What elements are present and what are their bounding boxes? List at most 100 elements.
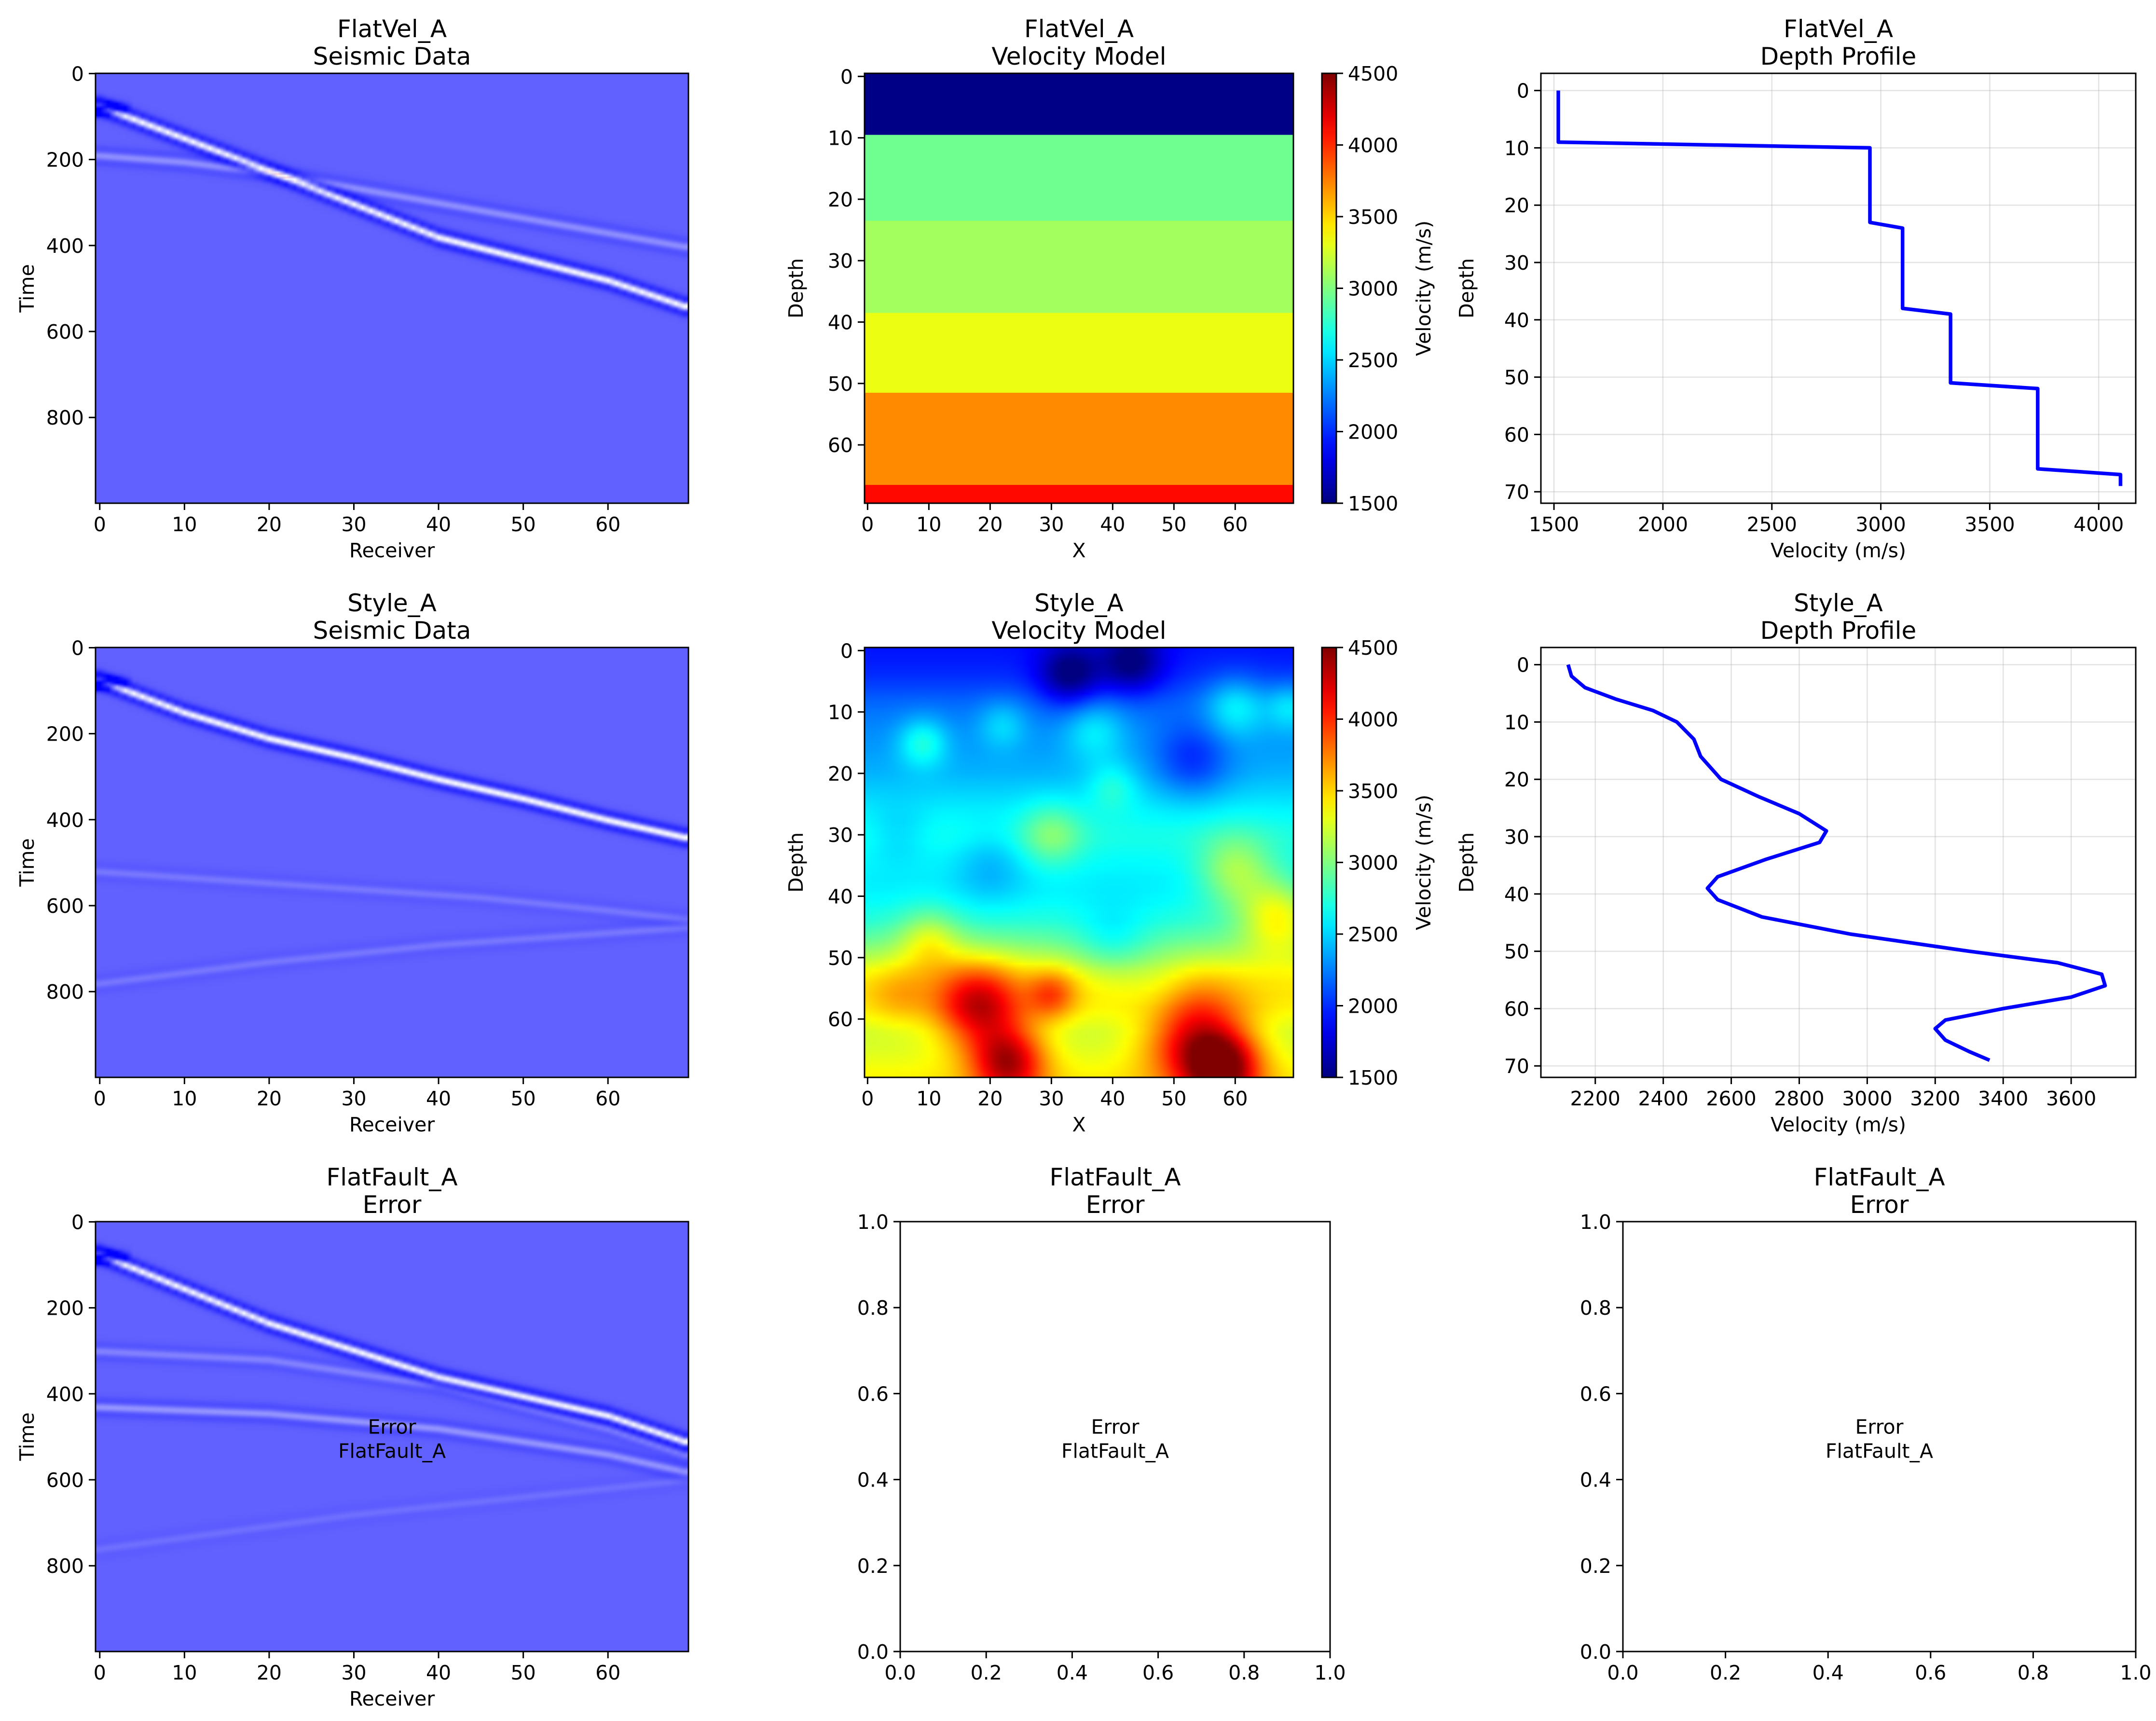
error-annotation-line2: FlatFault_A bbox=[1061, 1440, 1169, 1463]
y-tick-label: 40 bbox=[1504, 309, 1529, 332]
error-annotation-line2: FlatFault_A bbox=[338, 1440, 446, 1463]
colorbar-tick-label: 3000 bbox=[1348, 277, 1398, 301]
seismic-image bbox=[96, 73, 688, 503]
y-tick-label: 0 bbox=[71, 1211, 84, 1234]
x-tick-label: 30 bbox=[341, 1087, 366, 1110]
axes-frame bbox=[864, 647, 1294, 1078]
x-tick-label: 0.8 bbox=[2018, 1661, 2049, 1684]
x-tick-label: 0.8 bbox=[1228, 1661, 1260, 1684]
y-tick-label: 200 bbox=[46, 149, 84, 172]
x-tick-label: 3000 bbox=[1842, 1087, 1892, 1110]
colorbar-tick-label: 3500 bbox=[1348, 206, 1398, 229]
panel-title-line2: Error bbox=[1850, 1191, 1909, 1219]
y-tick-label: 400 bbox=[46, 234, 84, 258]
x-tick-label: 40 bbox=[1100, 1087, 1125, 1110]
y-tick-label: 30 bbox=[1504, 826, 1529, 849]
panel-title-line2: Seismic Data bbox=[313, 42, 471, 70]
x-axis-label: X bbox=[1072, 1113, 1085, 1136]
seismic-image bbox=[96, 1222, 688, 1652]
x-tick-label: 2400 bbox=[1638, 1087, 1688, 1110]
panel-title-line2: Error bbox=[363, 1191, 422, 1219]
x-tick-label: 10 bbox=[172, 1087, 197, 1110]
x-tick-label: 0.2 bbox=[1710, 1661, 1741, 1684]
x-tick-label: 50 bbox=[1161, 513, 1186, 536]
axes-frame bbox=[95, 72, 689, 504]
x-axis-label: Receiver bbox=[349, 1113, 435, 1136]
axes-flatvel-profile: 1500 2000 2500 3000 3500 4000 0 10 20 30 40 50 60 70 V… bbox=[1455, 72, 2137, 562]
panel-title-line1: FlatFault_A bbox=[1049, 1163, 1181, 1191]
y-tick-label: 50 bbox=[828, 372, 853, 396]
x-tick-label: 0.6 bbox=[1915, 1661, 1946, 1684]
axes-style-velocity: 0 10 20 30 40 50 60 0 10 20 30 40 50 60 X Depth bbox=[784, 639, 1294, 1136]
y-tick-label: 800 bbox=[46, 1555, 84, 1578]
x-tick-label: 0.4 bbox=[1057, 1661, 1088, 1684]
colorbar-gradient bbox=[1322, 647, 1336, 1077]
axes-flatvel-velocity: 0 10 20 30 40 50 60 0 10 20 30 40 50 60 X Depth bbox=[784, 65, 1294, 562]
x-tick-label: 1.0 bbox=[2120, 1661, 2151, 1684]
x-tick-label: 30 bbox=[341, 1661, 366, 1684]
grid-style-profile bbox=[1541, 647, 2136, 1077]
x-tick-label: 60 bbox=[595, 513, 620, 536]
panel-title-line1: FlatFault_A bbox=[1813, 1163, 1945, 1191]
y-tick-label: 10 bbox=[1504, 711, 1529, 734]
x-tick-label: 20 bbox=[257, 1087, 282, 1110]
y-tick-label: 60 bbox=[828, 1008, 853, 1031]
y-tick-label: 800 bbox=[46, 980, 84, 1004]
axes-frame bbox=[1540, 72, 2137, 504]
x-axis-label: Velocity (m/s) bbox=[1771, 1113, 1906, 1136]
colorbar-tick-label: 4500 bbox=[1348, 62, 1398, 85]
panel-title-line2: Depth Profile bbox=[1760, 42, 1917, 70]
x-tick-label: 40 bbox=[1100, 513, 1125, 536]
x-tick-label: 10 bbox=[916, 513, 941, 536]
axes-frame bbox=[1540, 647, 2137, 1078]
y-tick-label: 10 bbox=[1504, 137, 1529, 160]
colorbar-tick-label: 3500 bbox=[1348, 780, 1398, 803]
y-tick-label: 60 bbox=[1504, 423, 1529, 446]
y-tick-label: 0 bbox=[840, 65, 853, 88]
colorbar-tick-label: 1500 bbox=[1348, 492, 1398, 515]
axes-frame bbox=[899, 1221, 1331, 1652]
panel-title-line1: FlatVel_A bbox=[1024, 15, 1134, 43]
panel-title-line2: Velocity Model bbox=[991, 42, 1166, 70]
x-tick-label: 0.6 bbox=[1142, 1661, 1174, 1684]
y-tick-label: 400 bbox=[46, 809, 84, 832]
x-tick-label: 1500 bbox=[1529, 513, 1579, 536]
y-tick-label: 70 bbox=[1504, 481, 1529, 504]
x-tick-label: 2600 bbox=[1706, 1087, 1756, 1110]
y-tick-label: 20 bbox=[828, 762, 853, 785]
x-tick-label: 40 bbox=[426, 1087, 451, 1110]
axes-flatfault-profile: 0.0 0.2 0.4 0.6 0.8 1.0 0.0 0.2 0.4 0.6 0.8 1.0 bbox=[1580, 1211, 2152, 1684]
y-tick-label: 800 bbox=[46, 406, 84, 429]
panel-title-line1: FlatVel_A bbox=[1784, 15, 1893, 43]
y-tick-label: 200 bbox=[46, 723, 84, 746]
x-axis-label: Velocity (m/s) bbox=[1771, 539, 1906, 562]
x-tick-label: 30 bbox=[341, 513, 366, 536]
x-tick-label: 20 bbox=[977, 513, 1002, 536]
colorbar-tick-label: 2000 bbox=[1348, 421, 1398, 444]
y-tick-label: 1.0 bbox=[857, 1211, 889, 1234]
y-axis-label: Time bbox=[15, 264, 39, 313]
error-annotation-line1: Error bbox=[1091, 1416, 1140, 1439]
colorbar-gradient bbox=[1322, 73, 1336, 503]
y-tick-label: 0.2 bbox=[857, 1555, 889, 1578]
y-tick-label: 0.6 bbox=[1580, 1382, 1611, 1405]
x-tick-label: 50 bbox=[511, 1087, 536, 1110]
axes-frame bbox=[1622, 1221, 2137, 1652]
y-tick-label: 0.8 bbox=[1580, 1296, 1611, 1320]
colorbar-tick-label: 1500 bbox=[1348, 1066, 1398, 1089]
velocity-model-image bbox=[865, 647, 1293, 1077]
x-tick-label: 20 bbox=[257, 1661, 282, 1684]
y-tick-label: 600 bbox=[46, 1469, 84, 1492]
panel-title-line2: Depth Profile bbox=[1760, 617, 1917, 645]
panel-title-line1: Style_A bbox=[1794, 589, 1883, 617]
x-tick-label: 0 bbox=[861, 513, 874, 536]
panel-title-line1: Style_A bbox=[347, 589, 437, 617]
y-tick-label: 30 bbox=[828, 249, 853, 273]
y-axis-label: Depth bbox=[1455, 832, 1478, 893]
x-tick-label: 10 bbox=[172, 513, 197, 536]
y-tick-label: 20 bbox=[1504, 768, 1529, 791]
colorbar-tick-label: 2500 bbox=[1348, 349, 1398, 372]
y-tick-label: 200 bbox=[46, 1297, 84, 1320]
